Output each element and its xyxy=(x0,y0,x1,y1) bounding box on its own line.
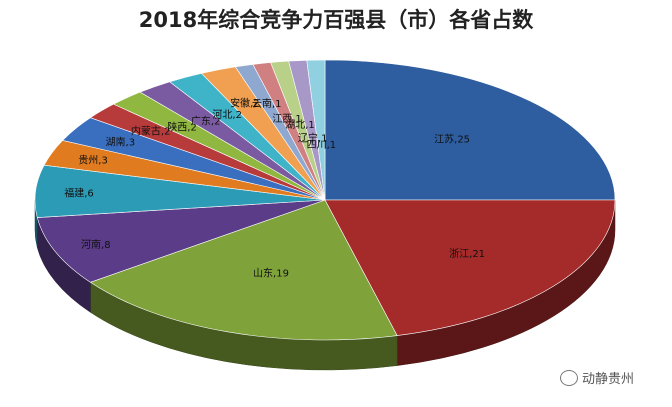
wechat-icon xyxy=(560,369,578,386)
pie-slice-河南 xyxy=(36,199,326,283)
slice-label-四川: 四川,1 xyxy=(307,140,337,151)
slice-label-辽宁: 辽宁,1 xyxy=(298,131,328,144)
slice-label-贵州: 贵州,3 xyxy=(78,154,108,167)
slice-label-福建: 福建,6 xyxy=(64,187,94,200)
slice-label-江苏: 江苏,25 xyxy=(434,133,470,146)
slice-label-湖北: 湖北,1 xyxy=(285,119,315,131)
chart-title: 2018年综合竞争力百强县（市）各省占数 xyxy=(138,8,534,32)
slice-label-广东: 广东,2 xyxy=(191,115,221,128)
slice-label-内蒙古: 内蒙古,2 xyxy=(131,124,171,137)
pie-tops xyxy=(34,59,616,341)
slice-label-河北: 河北,2 xyxy=(212,109,242,121)
pie-slice-四川 xyxy=(306,59,326,201)
slice-label-安徽: 安徽,2 xyxy=(230,96,260,109)
watermark: 动静贵州 xyxy=(560,368,634,387)
slice-label-江西: 江西,1 xyxy=(272,113,302,125)
watermark-text: 动静贵州 xyxy=(582,372,635,387)
slice-label-云南: 云南,1 xyxy=(252,97,282,110)
slice-label-浙江: 浙江,21 xyxy=(449,248,485,260)
pie-slice-浙江 xyxy=(324,199,616,336)
pie-slice-山东 xyxy=(89,199,398,341)
slice-label-陕西: 陕西,2 xyxy=(167,121,197,134)
slice-label-河南: 河南,8 xyxy=(81,238,111,251)
slice-label-山东: 山东,19 xyxy=(253,266,289,279)
slice-label-湖南: 湖南,3 xyxy=(106,136,136,149)
pie-labels: 江苏,25 浙江,21 山东,19 河南,8 福建,6 贵州,3 湖南,3内蒙古,2陕西,2… xyxy=(64,96,485,279)
pie-slice-江苏 xyxy=(324,59,616,201)
